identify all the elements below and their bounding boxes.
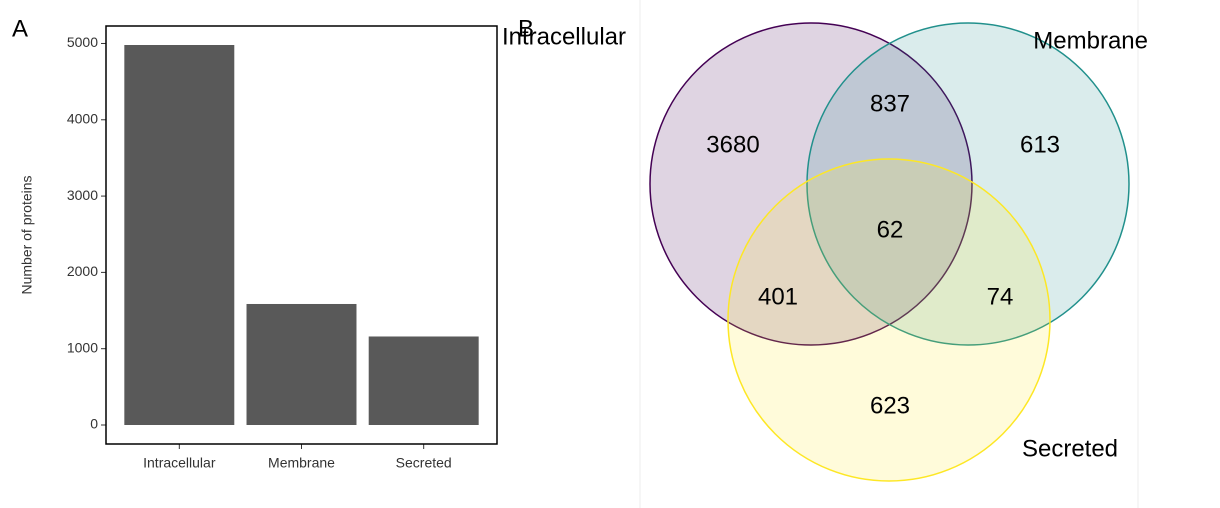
x-tick-label: Secreted	[396, 455, 452, 471]
region-count: 623	[870, 392, 910, 419]
region-count: 3680	[706, 131, 759, 158]
set-label: Membrane	[1033, 27, 1148, 54]
x-tick-label: Membrane	[268, 455, 335, 471]
bar	[124, 45, 235, 425]
bar	[246, 303, 357, 425]
x-tick-label: Intracellular	[143, 455, 216, 471]
set-circle	[649, 22, 973, 346]
y-tick-label: 0	[90, 416, 98, 432]
bar	[368, 336, 479, 425]
set-circle	[727, 158, 1051, 482]
y-tick-label: 3000	[67, 187, 98, 203]
y-tick-label: 4000	[67, 110, 98, 126]
set-label: Secreted	[1022, 435, 1118, 462]
y-axis-label: Number of proteins	[19, 175, 35, 294]
region-count: 401	[758, 283, 798, 310]
y-tick-label: 5000	[67, 34, 98, 50]
region-count: 74	[987, 283, 1014, 310]
plot-frame	[105, 25, 498, 445]
y-tick-label: 2000	[67, 263, 98, 279]
region-count: 62	[877, 216, 904, 243]
region-count: 837	[870, 90, 910, 117]
set-circle	[806, 22, 1130, 346]
panel-label: B	[518, 15, 534, 42]
set-label: Intracellular	[502, 23, 626, 50]
y-tick-label: 1000	[67, 339, 98, 355]
region-count: 613	[1020, 131, 1060, 158]
panel-label: A	[12, 15, 28, 42]
